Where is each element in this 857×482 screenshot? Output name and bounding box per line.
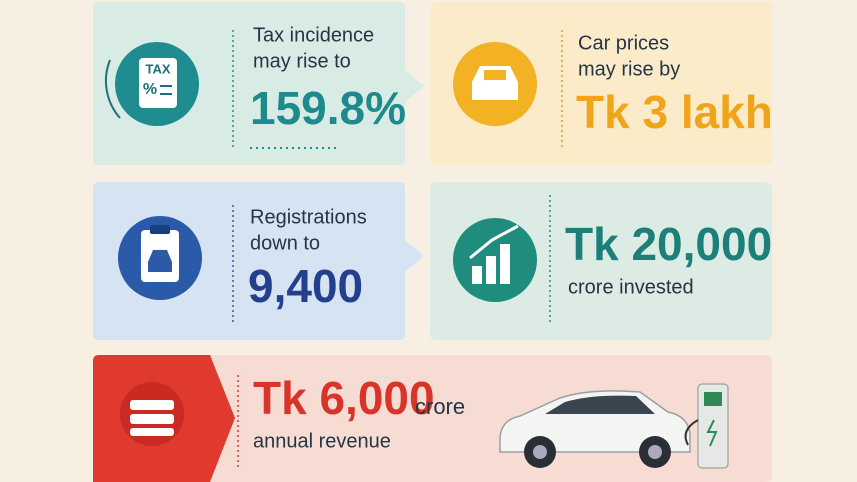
icon-cash <box>130 414 174 424</box>
value: 9,400 <box>248 260 363 312</box>
icon-arrow <box>469 224 519 260</box>
label: crore invested <box>568 276 694 298</box>
icon-car <box>148 250 172 272</box>
icon-cash <box>130 428 174 436</box>
label: may rise to <box>253 50 351 72</box>
card-bg <box>93 2 424 165</box>
icon-bar <box>472 266 482 284</box>
value: 159.8% <box>250 82 406 134</box>
car-hub <box>648 445 662 459</box>
value-suffix: crore <box>415 394 465 419</box>
label: Tax incidence <box>253 24 374 46</box>
card-bg <box>430 182 772 340</box>
label: down to <box>250 232 320 254</box>
card-car-prices: Car prices may rise by Tk 3 lakh <box>430 2 773 165</box>
icon-bar <box>500 244 510 284</box>
value: Tk 3 lakh <box>576 86 773 138</box>
icon-text: % <box>143 81 157 98</box>
charger-screen <box>704 392 722 406</box>
card-investment: Tk 20,000 crore invested <box>430 182 772 340</box>
card-tax: TAX % Tax incidence may rise to 159.8% <box>93 2 424 165</box>
icon-doc <box>139 58 177 108</box>
car-window <box>545 395 655 414</box>
card-registrations: Registrations down to 9,400 <box>93 182 424 340</box>
label: Registrations <box>250 206 367 228</box>
charger-cable <box>684 419 699 446</box>
icon-bar <box>486 256 496 284</box>
card-bg <box>430 2 772 165</box>
icon-window <box>484 70 506 80</box>
value: Tk 20,000 <box>565 218 772 270</box>
label: Car prices <box>578 32 669 54</box>
icon-text: TAX <box>145 61 170 76</box>
value: Tk 6,000 <box>253 372 435 424</box>
icon-clip <box>150 225 170 234</box>
car-hub <box>533 445 547 459</box>
icon-car <box>472 66 518 100</box>
charger-bolt <box>706 419 718 447</box>
label: annual revenue <box>253 430 391 452</box>
icon-cash <box>130 400 174 410</box>
icon-arc <box>105 59 121 119</box>
card-revenue: Tk 6,000 crore annual revenue <box>93 355 772 482</box>
label: may rise by <box>578 58 680 80</box>
